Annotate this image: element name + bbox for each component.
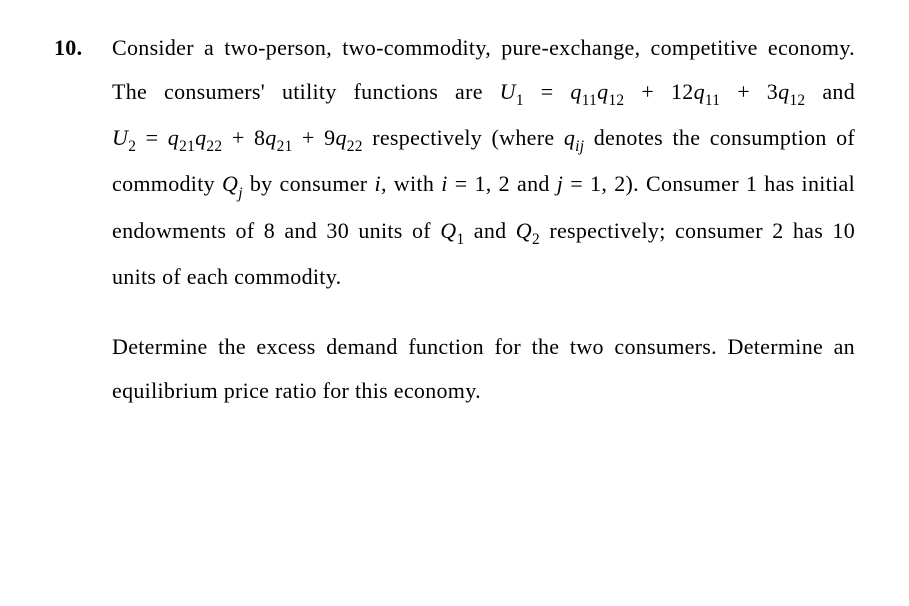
- problem-paragraph-1: Consider a two-person, two-commodity, pu…: [112, 26, 855, 299]
- problem-item: 10. Consider a two-person, two-commodity…: [54, 26, 855, 413]
- problem-paragraph-2: Determine the excess demand function for…: [112, 325, 855, 413]
- problem-number: 10.: [54, 26, 112, 70]
- page: 10. Consider a two-person, two-commodity…: [0, 0, 909, 439]
- problem-body: Consider a two-person, two-commodity, pu…: [112, 26, 855, 413]
